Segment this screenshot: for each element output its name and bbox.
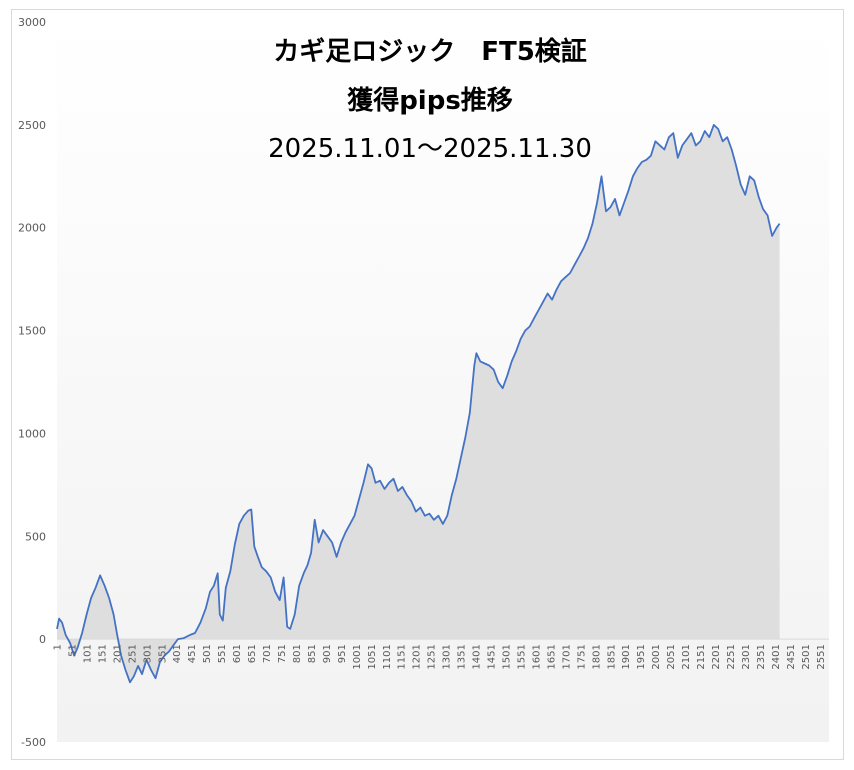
y-tick-label: 2500 <box>18 119 46 132</box>
x-tick-label: 551 <box>217 644 228 663</box>
x-tick-label: 1251 <box>427 644 438 669</box>
x-tick-label: 1451 <box>487 644 498 669</box>
x-tick-label: 201 <box>112 644 123 663</box>
x-tick-label: 2051 <box>666 644 677 669</box>
x-tick-label: 751 <box>277 644 288 663</box>
series-area-fill <box>57 124 780 683</box>
x-tick-label: 2401 <box>771 644 782 669</box>
x-tick-label: 2251 <box>726 644 737 669</box>
x-tick-label: 2201 <box>711 644 722 669</box>
y-tick-label: -500 <box>21 736 46 749</box>
x-tick-label: 2301 <box>741 644 752 669</box>
x-tick-label: 701 <box>262 644 273 663</box>
x-tick-label: 2501 <box>801 644 812 669</box>
x-tick-label: 601 <box>232 644 243 663</box>
x-tick-label: 1401 <box>472 644 483 669</box>
y-tick-label: 1500 <box>18 325 46 338</box>
x-tick-label: 1001 <box>352 644 363 669</box>
series-line <box>56 124 781 684</box>
x-tick-label: 1301 <box>442 644 453 669</box>
chart-title-line-3: 2025.11.01～2025.11.30 <box>268 134 592 164</box>
x-tick-label: 1701 <box>561 644 572 669</box>
x-tick-label: 151 <box>97 644 108 663</box>
x-tick-label: 2101 <box>681 644 692 669</box>
x-tick-label: 1901 <box>621 644 632 669</box>
y-tick-label: 0 <box>39 633 46 646</box>
x-tick-label: 2551 <box>816 644 827 669</box>
x-tick-label: 401 <box>172 644 183 663</box>
x-tick-label: 1351 <box>457 644 468 669</box>
x-tick-label: 901 <box>322 644 333 663</box>
x-tick-label: 651 <box>247 644 258 663</box>
x-tick-label: 351 <box>157 644 168 663</box>
x-tick-label: 2151 <box>696 644 707 669</box>
x-tick-label: 1751 <box>576 644 587 669</box>
x-tick-label: 1501 <box>502 644 513 669</box>
x-tick-label: 2001 <box>651 644 662 669</box>
x-tick-label: 1951 <box>636 644 647 669</box>
x-tick-label: 1601 <box>531 644 542 669</box>
x-tick-label: 251 <box>127 644 138 663</box>
x-tick-label: 1151 <box>397 644 408 669</box>
x-tick-label: 851 <box>307 644 318 663</box>
x-tick-label: 2451 <box>786 644 797 669</box>
x-tick-label: 1851 <box>606 644 617 669</box>
y-tick-label: 3000 <box>18 16 46 29</box>
x-tick-label: 1051 <box>367 644 378 669</box>
x-tick-label: 801 <box>292 644 303 663</box>
x-tick-label: 1801 <box>591 644 602 669</box>
x-tick-label: 101 <box>82 644 93 663</box>
y-tick-label: 1000 <box>18 427 46 440</box>
x-tick-label: 1 <box>53 644 64 650</box>
y-tick-label: 2000 <box>18 222 46 235</box>
x-tick-label: 1201 <box>412 644 423 669</box>
chart-title-line-1: カギ足ロジック FT5検証 <box>273 36 587 67</box>
x-tick-label: 951 <box>337 644 348 663</box>
x-tick-label: 2351 <box>756 644 767 669</box>
chart-title-line-2: 獲得pips推移 <box>347 86 513 116</box>
x-tick-label: 1551 <box>516 644 527 669</box>
x-tick-label: 301 <box>142 644 153 663</box>
x-tick-label: 501 <box>202 644 213 663</box>
x-tick-label: 51 <box>67 644 78 657</box>
x-tick-label: 1101 <box>382 644 393 669</box>
x-tick-label: 451 <box>187 644 198 663</box>
x-tick-label: 1651 <box>546 644 557 669</box>
y-tick-label: 500 <box>25 530 46 543</box>
